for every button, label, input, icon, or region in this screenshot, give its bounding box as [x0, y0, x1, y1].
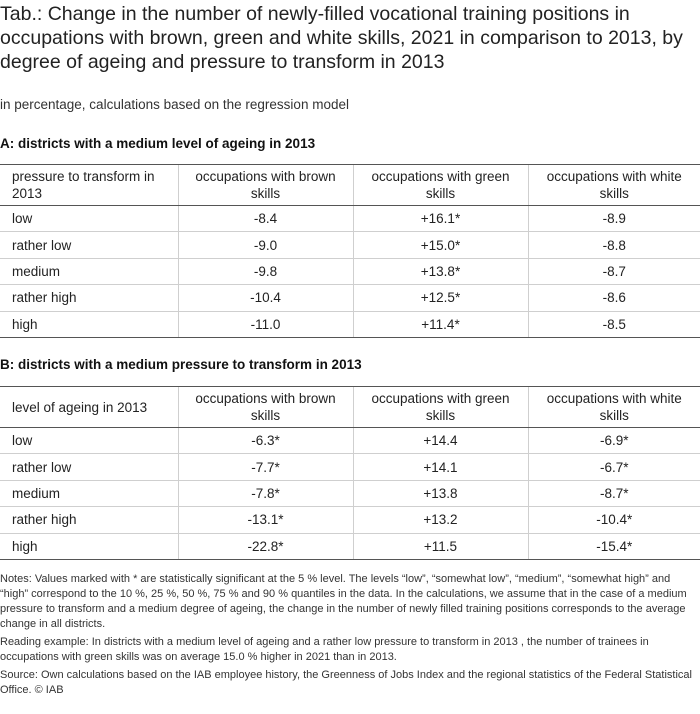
table-cell: +11.4* — [352, 311, 528, 338]
column-header: occupations with green skills — [352, 164, 528, 206]
table-cell: +13.2 — [352, 506, 528, 534]
table-row: rather low -9.0 +15.0* -8.8 — [0, 231, 700, 259]
table-row: rather low -7.7* +14.1 -6.7* — [0, 453, 700, 481]
table-a: pressure to transform in 2013 occupation… — [0, 164, 700, 338]
table-cell: +14.4 — [352, 427, 528, 455]
table-cell: -7.8* — [177, 480, 353, 508]
table-cell: -6.3* — [177, 427, 353, 455]
row-label: high — [0, 311, 178, 338]
table-row: rather high -10.4 +12.5* -8.6 — [0, 284, 700, 312]
table-row: high -11.0 +11.4* -8.5 — [0, 311, 700, 338]
table-cell: -15.4* — [527, 533, 700, 560]
table-cell: -8.7* — [527, 480, 700, 508]
table-cell: -8.8 — [527, 231, 700, 259]
column-header: occupations with brown skills — [177, 386, 353, 428]
table-cell: -8.4 — [177, 205, 353, 233]
table-cell: -7.7* — [177, 453, 353, 481]
row-label: low — [0, 427, 178, 455]
table-b-header-row: level of ageing in 2013 occupations with… — [0, 386, 700, 428]
reading-example: Reading example: In districts with a med… — [0, 636, 649, 663]
table-cell: -8.7 — [527, 258, 700, 286]
row-label: low — [0, 205, 178, 233]
table-subtitle: in percentage, calculations based on the… — [0, 97, 349, 112]
table-cell: +12.5* — [352, 284, 528, 312]
table-cell: -10.4* — [527, 506, 700, 534]
table-cell: +14.1 — [352, 453, 528, 481]
row-label: rather high — [0, 506, 178, 534]
table-cell: +13.8 — [352, 480, 528, 508]
table-row: rather high -13.1* +13.2 -10.4* — [0, 506, 700, 534]
column-header: level of ageing in 2013 — [0, 386, 178, 428]
row-label: rather low — [0, 453, 178, 481]
table-row: high -22.8* +11.5 -15.4* — [0, 533, 700, 560]
table-cell: +11.5 — [352, 533, 528, 560]
table-row: medium -7.8* +13.8 -8.7* — [0, 480, 700, 508]
table-cell: -9.0 — [177, 231, 353, 259]
table-cell: -6.9* — [527, 427, 700, 455]
table-cell: -8.6 — [527, 284, 700, 312]
table-cell: -8.9 — [527, 205, 700, 233]
table-cell: +15.0* — [352, 231, 528, 259]
table-row: medium -9.8 +13.8* -8.7 — [0, 258, 700, 286]
table-cell: -10.4 — [177, 284, 353, 312]
table-row: low -8.4 +16.1* -8.9 — [0, 205, 700, 233]
table-cell: +16.1* — [352, 205, 528, 233]
table-cell: -9.8 — [177, 258, 353, 286]
table-cell: -22.8* — [177, 533, 353, 560]
section-a-title: A: districts with a medium level of agei… — [0, 136, 316, 151]
section-b-title: B: districts with a medium pressure to t… — [0, 357, 362, 372]
table-cell: -8.5 — [527, 311, 700, 338]
row-label: medium — [0, 480, 178, 508]
column-header: occupations with brown skills — [177, 164, 353, 206]
table-cell: -11.0 — [177, 311, 353, 338]
row-label: high — [0, 533, 178, 560]
table-title: Tab.: Change in the number of newly-fill… — [0, 3, 683, 73]
table-cell: -6.7* — [527, 453, 700, 481]
notes-block: Notes: Values marked with * are statisti… — [0, 572, 696, 701]
column-header: occupations with white skills — [527, 164, 700, 206]
table-cell: +13.8* — [352, 258, 528, 286]
source-text: Source: Own calculations based on the IA… — [0, 669, 692, 696]
column-header: occupations with white skills — [527, 386, 700, 428]
table-row: low -6.3* +14.4 -6.9* — [0, 427, 700, 455]
notes-text: Notes: Values marked with * are statisti… — [0, 573, 687, 630]
row-label: rather high — [0, 284, 178, 312]
table-cell: -13.1* — [177, 506, 353, 534]
table-a-header-row: pressure to transform in 2013 occupation… — [0, 164, 700, 206]
table-b: level of ageing in 2013 occupations with… — [0, 386, 700, 560]
row-label: medium — [0, 258, 178, 286]
row-label: rather low — [0, 231, 178, 259]
column-header: occupations with green skills — [352, 386, 528, 428]
column-header: pressure to transform in 2013 — [0, 164, 178, 206]
